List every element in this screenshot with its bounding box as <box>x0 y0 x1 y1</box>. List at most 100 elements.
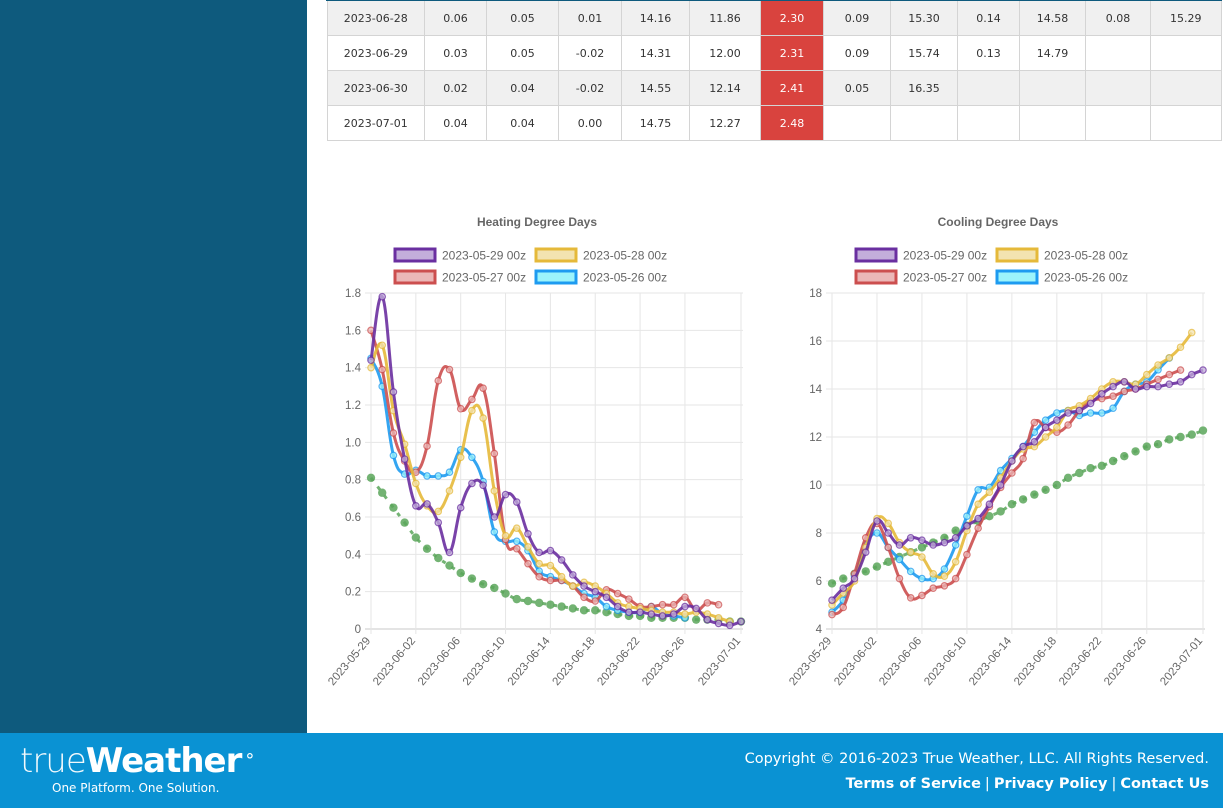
data-point <box>524 559 532 568</box>
value-cell: 0.09 <box>823 35 891 71</box>
data-point <box>602 602 611 611</box>
logo-text-bold: Weather <box>85 741 243 781</box>
data-point <box>906 593 915 602</box>
data-point <box>591 587 600 596</box>
legend-label: 2023-05-29 00z <box>442 249 526 263</box>
x-tick-label: 2023-06-02 <box>371 635 418 688</box>
legend-item[interactable]: 2023-05-26 00z <box>995 269 1128 285</box>
data-point <box>456 404 465 413</box>
contact-us-link[interactable]: Contact Us <box>1120 776 1209 792</box>
data-point <box>872 562 882 571</box>
data-point <box>691 615 701 624</box>
data-point <box>996 481 1005 489</box>
data-point <box>490 513 499 521</box>
value-cell: 0.14 <box>957 0 1020 36</box>
legend-item[interactable]: 2023-05-29 00z <box>854 247 987 263</box>
y-tick-label: 4 <box>816 624 823 636</box>
data-point <box>1075 406 1084 415</box>
value-cell: 0.05 <box>823 70 891 106</box>
series-line <box>369 476 742 624</box>
legend-item[interactable]: 2023-05-28 00z <box>995 247 1128 263</box>
data-point <box>737 617 745 626</box>
data-point <box>602 608 611 617</box>
data-point <box>1041 485 1050 494</box>
value-cell: 11.86 <box>689 0 761 36</box>
terms-of-service-link[interactable]: Terms of Service <box>845 776 981 792</box>
table-row: 2023-06-28 0.06 0.05 0.01 14.16 11.86 2.30 0.09… <box>326 0 1222 36</box>
degree-day-table: 2023-06-28 0.06 0.05 0.01 14.16 11.86 2.30 0.09… <box>326 0 1222 141</box>
legend-item[interactable]: 2023-05-28 00z <box>534 247 667 263</box>
legend-item[interactable]: 2023-05-27 00z <box>854 269 987 285</box>
data-point <box>1176 343 1185 352</box>
forecast-series <box>367 292 745 630</box>
data-point <box>1165 380 1174 389</box>
data-point <box>580 582 588 590</box>
link-separator: | <box>984 776 990 792</box>
value-cell <box>1085 70 1151 106</box>
data-point <box>929 569 937 578</box>
data-point <box>434 376 443 385</box>
value-cell: 2.31 <box>760 35 824 71</box>
legend-item[interactable]: 2023-05-26 00z <box>534 269 667 285</box>
data-point <box>1154 375 1162 384</box>
data-point <box>974 524 982 533</box>
privacy-policy-link[interactable]: Privacy Policy <box>993 776 1108 792</box>
legend-swatch <box>854 269 898 285</box>
legend-label: 2023-05-27 00z <box>903 271 987 285</box>
data-point <box>895 541 904 549</box>
data-point <box>389 388 398 396</box>
data-point <box>1086 409 1095 417</box>
data-point <box>456 568 465 578</box>
value-cell: 12.27 <box>689 105 761 141</box>
value-cell <box>1085 105 1151 141</box>
data-point <box>951 526 960 535</box>
data-point <box>546 546 555 555</box>
data-point <box>940 565 949 573</box>
data-point <box>725 621 734 630</box>
data-point <box>861 548 870 557</box>
footer: trueWeather ° One Platform. One Solution.… <box>0 733 1223 808</box>
value-cell <box>1019 105 1086 141</box>
trueweather-logo[interactable]: trueWeather ° One Platform. One Solution. <box>20 741 254 795</box>
legend-label: 2023-05-27 00z <box>442 271 526 285</box>
value-cell: 2.48 <box>760 105 824 141</box>
data-point <box>669 600 678 609</box>
x-tick-label: 2023-06-10 <box>922 635 969 688</box>
sidebar <box>0 0 307 733</box>
data-point <box>579 606 589 615</box>
data-point <box>963 512 971 521</box>
data-point <box>1187 430 1196 439</box>
value-cell: 0.00 <box>558 105 622 141</box>
legend-item[interactable]: 2023-05-27 00z <box>393 269 526 285</box>
data-point <box>456 503 465 512</box>
data-point <box>1053 423 1061 432</box>
data-point <box>1108 456 1118 466</box>
data-point <box>1007 500 1017 509</box>
data-point <box>1176 366 1185 374</box>
data-point <box>501 531 510 540</box>
link-separator: | <box>1111 776 1117 792</box>
data-point <box>423 472 431 480</box>
data-point <box>412 501 420 510</box>
data-point <box>647 610 656 618</box>
legend-item[interactable]: 2023-05-29 00z <box>393 247 526 263</box>
x-tick-label: 2023-06-26 <box>1102 635 1149 688</box>
value-cell: 14.58 <box>1019 0 1086 36</box>
value-cell: 14.55 <box>621 70 690 106</box>
data-point <box>512 594 521 604</box>
data-point <box>625 595 633 603</box>
data-point <box>828 596 836 605</box>
y-tick-label: 1.0 <box>345 437 361 449</box>
value-cell <box>1150 35 1222 71</box>
legend-label: 2023-05-26 00z <box>583 271 667 285</box>
data-point <box>591 597 600 605</box>
data-point <box>1165 354 1174 362</box>
copyright-text: Copyright © 2016-2023 True Weather, LLC.… <box>744 751 1209 767</box>
data-point <box>569 571 577 579</box>
value-cell: 0.08 <box>1085 0 1151 36</box>
data-point <box>1098 390 1106 398</box>
data-point <box>1063 473 1073 482</box>
value-cell: 0.13 <box>957 35 1020 71</box>
data-point <box>490 583 499 593</box>
value-cell: 2.41 <box>760 70 824 106</box>
